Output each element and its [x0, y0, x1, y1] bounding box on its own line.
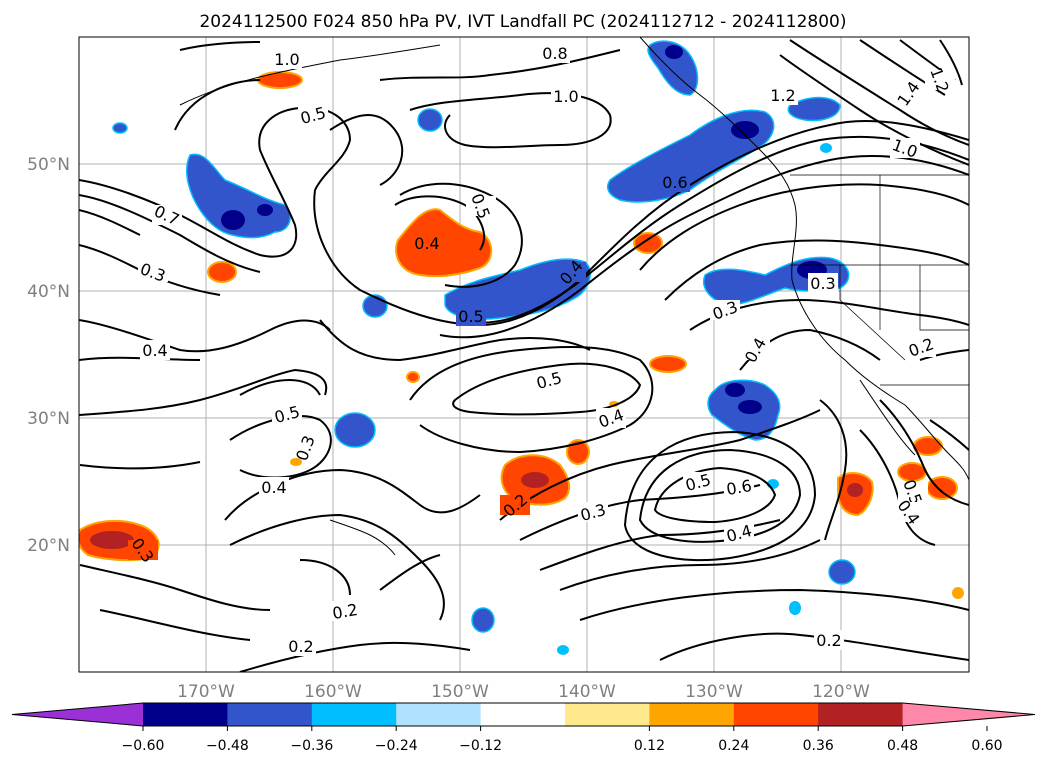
- colorbar-segment: [227, 703, 313, 726]
- contour-label: 0.2: [331, 600, 359, 623]
- colorbar-segment: [649, 703, 735, 726]
- lat-label: 20°N: [27, 536, 70, 556]
- colorbar-tick-label: −0.12: [459, 738, 502, 754]
- colorbar-tick-label: 0.48: [887, 738, 918, 754]
- colorbar-extend-low: [12, 703, 143, 726]
- contour-label: 0.4: [142, 341, 167, 360]
- lon-label: 130°W: [685, 682, 743, 702]
- lon-label: 120°W: [812, 682, 870, 702]
- lat-label: 50°N: [27, 155, 70, 175]
- latitude-labels: 50°N 40°N 30°N 20°N: [27, 155, 70, 556]
- contour-label: 0.3: [810, 274, 835, 293]
- colorbar-tick-label: 0.60: [971, 738, 1002, 754]
- colorbar-extend-high: [902, 703, 1035, 726]
- colorbar-segment: [818, 703, 904, 726]
- contour-label: 0.2: [816, 631, 841, 650]
- map-panel: 1.0 0.8 1.0 1.2 1.4 1.2 1.0 0.5 0.7 0.3 …: [79, 37, 969, 672]
- colorbar-tick-label: 0.12: [634, 738, 665, 754]
- map-frame: [78, 36, 970, 673]
- contour-label: 0.5: [458, 307, 483, 326]
- contour-label: 1.0: [274, 50, 299, 69]
- lon-label: 150°W: [431, 682, 489, 702]
- figure-title: 2024112500 F024 850 hPa PV, IVT Landfall…: [199, 12, 846, 32]
- colorbar: −0.60 −0.48 −0.36 −0.24 −0.12 0.12 0.24 0.36 0.4…: [11, 702, 1036, 754]
- contour-label: 0.4: [261, 478, 286, 497]
- colorbar-segment: [733, 703, 819, 726]
- contour-labels: 1.0 0.8 1.0 1.2 1.4 1.2 1.0 0.5 0.7 0.3 …: [128, 43, 955, 656]
- contour-label: 1.2: [770, 86, 795, 105]
- colorbar-segment: [311, 703, 397, 726]
- lat-label: 30°N: [27, 409, 70, 429]
- colorbar-tick-label: −0.24: [375, 738, 418, 754]
- contour-label: 0.6: [662, 173, 687, 192]
- lon-label: 160°W: [304, 682, 362, 702]
- lat-label: 40°N: [27, 282, 70, 302]
- colorbar-tick-label: −0.48: [206, 738, 249, 754]
- contour-label: 1.0: [553, 87, 578, 106]
- colorbar-segment: [480, 703, 566, 726]
- lon-label: 170°W: [177, 682, 235, 702]
- contour-label: 0.8: [542, 44, 567, 63]
- contour-label: 0.4: [414, 234, 439, 253]
- coastlines: [179, 37, 969, 556]
- lon-label: 140°W: [558, 682, 616, 702]
- colorbar-tick-label: −0.36: [290, 738, 333, 754]
- colorbar-ticks: −0.60 −0.48 −0.36 −0.24 −0.12 0.12 0.24 0.36 0.4…: [122, 726, 1003, 754]
- colorbar-tick-label: 0.24: [718, 738, 749, 754]
- ivt-contours: [79, 39, 969, 672]
- colorbar-segment: [396, 703, 482, 726]
- negative-pv-patches: [112, 40, 856, 655]
- contour-label: 0.6: [725, 476, 753, 499]
- colorbar-segments: [11, 702, 1036, 727]
- colorbar-segment: [143, 703, 228, 726]
- colorbar-segment: [565, 703, 650, 726]
- colorbar-tick-label: 0.36: [803, 738, 834, 754]
- longitude-labels: 170°W 160°W 150°W 140°W 130°W 120°W: [177, 682, 870, 702]
- contour-label: 0.2: [288, 637, 313, 656]
- colorbar-tick-label: −0.60: [122, 738, 165, 754]
